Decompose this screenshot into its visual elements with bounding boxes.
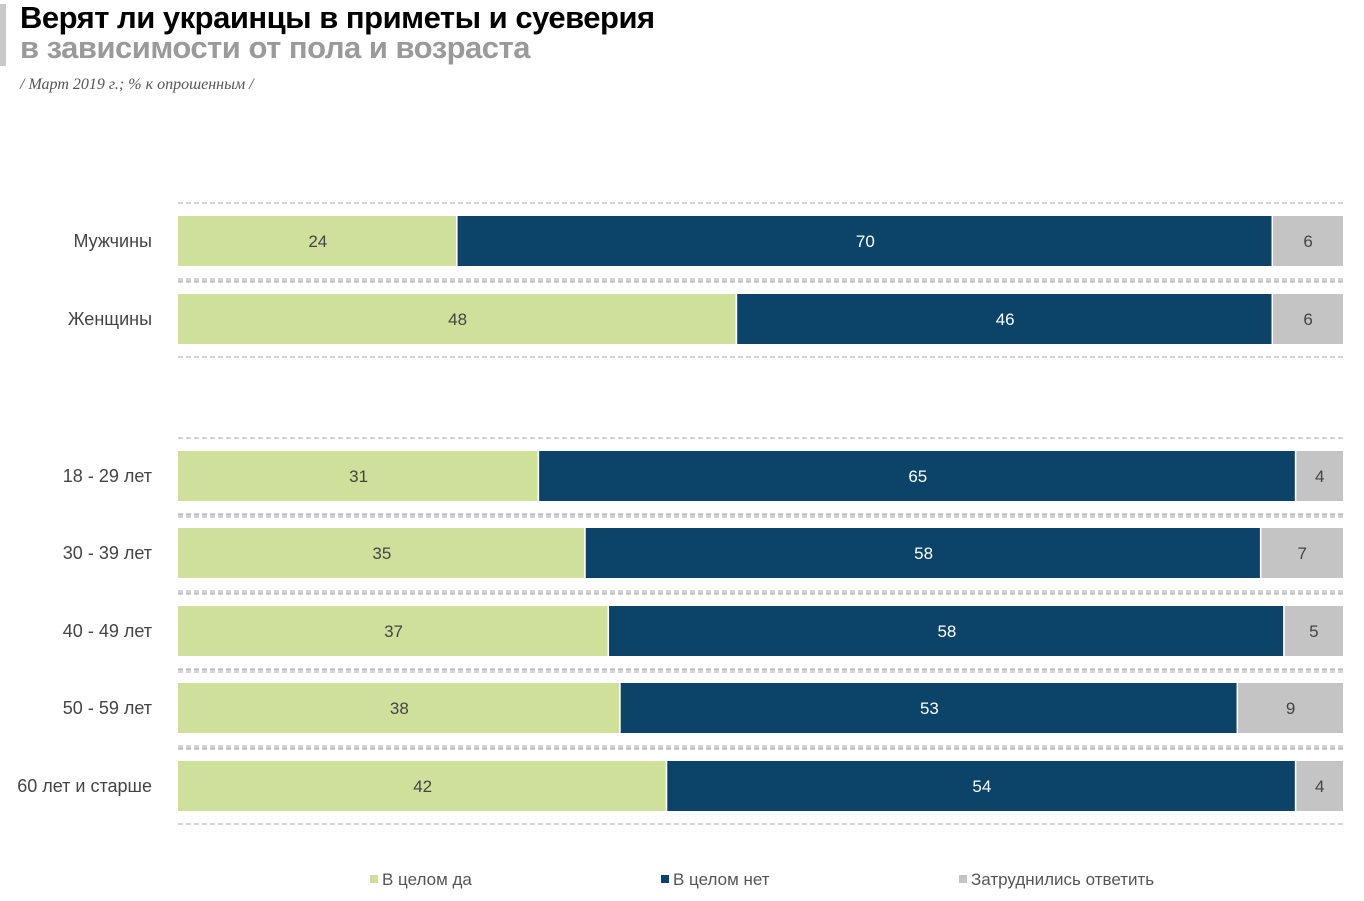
segment-divider: [584, 528, 586, 578]
data-label: 70: [856, 232, 875, 251]
segment-divider: [456, 216, 458, 266]
legend-swatch: [370, 875, 378, 883]
segment-divider: [665, 761, 668, 811]
bar-segment: [1296, 761, 1343, 811]
legend-label: В целом да: [382, 870, 472, 889]
legend-label: Затруднились ответить: [971, 870, 1155, 889]
segment-divider: [619, 683, 621, 733]
title-accent-bar: [0, 4, 6, 66]
segment-divider: [1283, 606, 1285, 656]
data-label: 4: [1315, 467, 1324, 486]
bar-segment: [178, 451, 538, 501]
data-label: 37: [384, 622, 403, 641]
data-label: 42: [413, 777, 432, 796]
legend-item-0: В целом да: [370, 870, 472, 890]
legend-label: В целом нет: [673, 870, 770, 889]
bar-segment: [178, 294, 736, 344]
data-label: 6: [1303, 310, 1312, 329]
segment-divider: [607, 606, 610, 656]
category-label: Женщины: [68, 309, 152, 329]
data-label: 35: [372, 544, 391, 563]
category-label: Мужчины: [73, 231, 152, 251]
bar-segment: [457, 216, 1272, 266]
data-label: 24: [308, 232, 327, 251]
bar-segment: [1238, 683, 1343, 733]
data-label: 38: [390, 699, 409, 718]
segment-divider: [1271, 294, 1274, 344]
bar-segment: [539, 451, 1295, 501]
category-label: 60 лет и старше: [17, 776, 152, 796]
data-label: 5: [1309, 622, 1318, 641]
bar-segment: [1273, 294, 1343, 344]
segment-divider: [1259, 528, 1262, 578]
legend-swatch: [661, 875, 669, 883]
category-label: 30 - 39 лет: [63, 543, 152, 563]
bar-segment: [178, 683, 620, 733]
bar-segment: [1261, 528, 1343, 578]
bar-segment: [1284, 606, 1343, 656]
data-label: 6: [1303, 232, 1312, 251]
bar-segment: [585, 528, 1260, 578]
data-label: 58: [914, 544, 933, 563]
chart-title: Верят ли украинцы в приметы и суеверия: [20, 0, 655, 35]
category-label: 40 - 49 лет: [63, 621, 152, 641]
category-label: 18 - 29 лет: [63, 466, 152, 486]
category-label: 50 - 59 лет: [63, 698, 152, 718]
data-label: 9: [1286, 699, 1295, 718]
chart-title-line2: в зависимости от пола и возраста: [20, 30, 530, 65]
bar-segment: [667, 761, 1295, 811]
bar-segment: [178, 761, 666, 811]
chart-subtitle: / Март 2019 г.; % к опрошенным /: [20, 76, 254, 93]
legend-swatch: [959, 875, 967, 883]
segment-divider: [1271, 216, 1274, 266]
bar-segment: [178, 216, 457, 266]
data-label: 53: [920, 699, 939, 718]
bar-segment: [609, 606, 1284, 656]
bar-segment: [178, 606, 608, 656]
bar-segment: [178, 528, 585, 578]
data-label: 7: [1297, 544, 1306, 563]
bar-segment: [1296, 451, 1343, 501]
segment-divider: [1294, 451, 1297, 501]
data-label: 65: [908, 467, 927, 486]
segment-divider: [1294, 761, 1297, 811]
data-label: 54: [972, 777, 991, 796]
legend-item-1: В целом нет: [661, 870, 770, 890]
segment-divider: [1236, 683, 1239, 733]
legend-item-2: Затруднились ответить: [959, 870, 1154, 890]
data-label: 4: [1315, 777, 1324, 796]
bar-segment: [1273, 216, 1343, 266]
segment-divider: [537, 451, 540, 501]
bar-segment: [620, 683, 1237, 733]
data-label: 58: [937, 622, 956, 641]
bar-segment: [737, 294, 1272, 344]
data-label: 46: [996, 310, 1015, 329]
segment-divider: [735, 294, 738, 344]
data-label: 31: [349, 467, 368, 486]
data-label: 48: [448, 310, 467, 329]
